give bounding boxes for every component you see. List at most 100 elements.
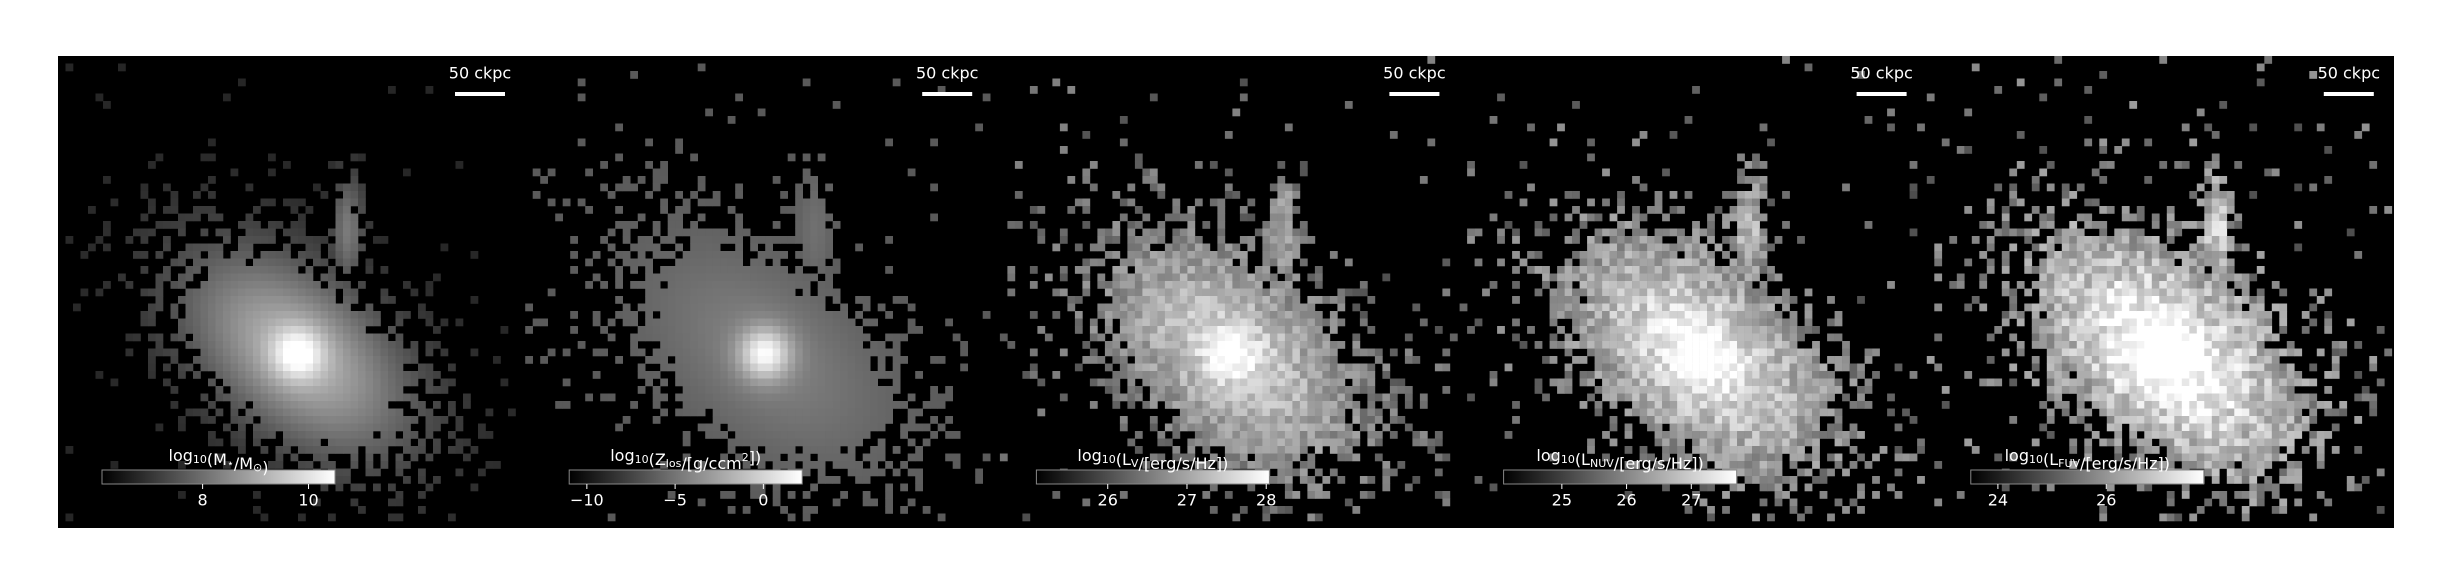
pixel bbox=[1557, 266, 1565, 274]
pixel bbox=[645, 281, 653, 289]
pixel bbox=[2106, 423, 2115, 432]
pixel bbox=[652, 348, 661, 357]
pixel bbox=[757, 288, 766, 297]
pixel bbox=[795, 221, 803, 229]
pixel bbox=[660, 296, 668, 304]
pixel bbox=[1202, 348, 1211, 357]
pixel bbox=[395, 333, 404, 342]
pixel bbox=[305, 243, 314, 252]
pixel bbox=[1662, 333, 1670, 342]
pixel bbox=[433, 438, 441, 447]
pixel bbox=[305, 303, 314, 312]
pixel bbox=[193, 243, 201, 252]
pixel bbox=[1149, 258, 1158, 267]
pixel bbox=[1329, 431, 1338, 439]
pixel bbox=[735, 93, 743, 102]
pixel bbox=[1609, 273, 1618, 282]
pixel bbox=[1752, 153, 1760, 162]
pixel bbox=[1314, 326, 1323, 334]
pixel bbox=[1782, 446, 1790, 454]
pixel bbox=[682, 326, 691, 334]
pixel bbox=[645, 288, 653, 297]
pixel bbox=[1112, 251, 1121, 259]
pixel bbox=[727, 408, 736, 417]
pixel bbox=[750, 318, 758, 327]
pixel bbox=[388, 378, 396, 387]
pixel bbox=[1737, 401, 1745, 409]
pixel bbox=[742, 311, 751, 319]
pixel bbox=[705, 198, 713, 207]
pixel bbox=[1127, 378, 1136, 387]
pixel bbox=[630, 311, 638, 319]
pixel bbox=[1497, 258, 1505, 267]
pixel bbox=[697, 371, 706, 379]
pixel bbox=[328, 393, 336, 402]
pixel bbox=[1344, 446, 1353, 454]
pixel bbox=[1752, 318, 1760, 327]
pixel bbox=[780, 431, 788, 439]
pixel bbox=[350, 483, 359, 492]
pixel bbox=[1419, 431, 1428, 439]
pixel bbox=[1609, 363, 1618, 372]
pixel bbox=[1322, 438, 1331, 447]
pixel bbox=[817, 213, 826, 222]
pixel bbox=[780, 303, 788, 312]
pixel bbox=[335, 326, 344, 334]
pixel bbox=[1737, 416, 1745, 424]
pixel bbox=[907, 438, 916, 447]
pixel bbox=[275, 461, 284, 469]
pixel bbox=[810, 446, 818, 454]
pixel bbox=[350, 341, 359, 349]
pixel bbox=[1149, 228, 1158, 237]
pixel bbox=[607, 243, 616, 252]
pixel bbox=[1587, 438, 1595, 447]
pixel bbox=[1142, 296, 1151, 304]
pixel bbox=[1594, 296, 1603, 304]
pixel bbox=[1759, 401, 1768, 409]
pixel bbox=[1262, 506, 1271, 514]
pixel bbox=[1587, 318, 1595, 327]
pixel bbox=[720, 348, 728, 357]
pixel bbox=[223, 311, 231, 319]
pixel bbox=[862, 333, 871, 342]
pixel bbox=[1572, 273, 1580, 282]
pixel bbox=[1707, 453, 1715, 462]
pixel bbox=[1744, 303, 1753, 312]
pixel bbox=[1699, 431, 1708, 439]
pixel bbox=[1632, 273, 1640, 282]
pixel bbox=[825, 393, 833, 402]
pixel bbox=[1489, 116, 1498, 124]
pixel bbox=[2001, 251, 2010, 259]
pixel bbox=[1752, 221, 1760, 229]
pixel bbox=[1707, 221, 1715, 229]
pixel bbox=[742, 303, 751, 312]
pixel bbox=[403, 378, 411, 387]
pixel bbox=[1894, 423, 1903, 432]
pixel bbox=[1594, 333, 1603, 342]
pixel bbox=[1194, 273, 1203, 282]
pixel bbox=[170, 356, 179, 364]
pixel bbox=[705, 341, 713, 349]
pixel bbox=[1097, 228, 1106, 237]
pixel bbox=[2091, 251, 2100, 259]
pixel bbox=[2054, 296, 2063, 304]
pixel bbox=[1504, 191, 1513, 199]
pixel bbox=[1707, 258, 1715, 267]
pixel bbox=[1089, 161, 1098, 169]
pixel bbox=[1277, 258, 1286, 267]
pixel bbox=[208, 333, 216, 342]
pixel bbox=[1849, 461, 1858, 469]
pixel bbox=[1194, 161, 1203, 169]
pixel bbox=[1292, 296, 1301, 304]
pixel bbox=[1232, 423, 1241, 432]
pixel bbox=[1082, 221, 1091, 229]
pixel bbox=[1587, 273, 1595, 282]
pixel bbox=[320, 341, 329, 349]
pixel bbox=[780, 341, 788, 349]
pixel bbox=[215, 266, 224, 274]
pixel bbox=[2031, 206, 2040, 214]
pixel bbox=[1119, 318, 1128, 327]
pixel bbox=[720, 236, 728, 244]
pixel bbox=[847, 446, 856, 454]
pixel bbox=[750, 491, 758, 499]
